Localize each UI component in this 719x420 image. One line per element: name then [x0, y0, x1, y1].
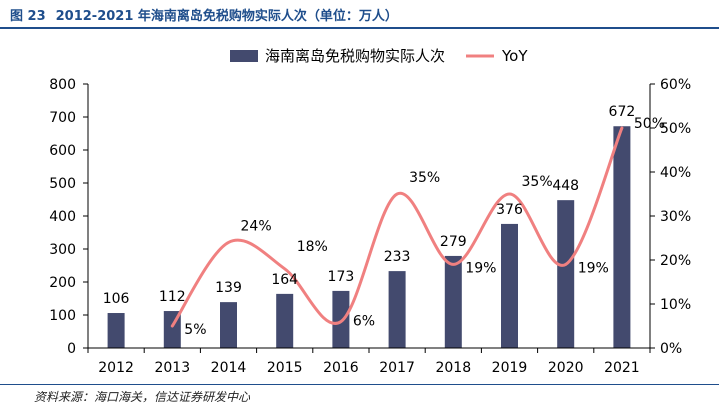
- bar: [107, 313, 125, 348]
- y-left-tick-label: 600: [49, 143, 76, 159]
- legend-label-line: YoY: [501, 47, 528, 65]
- chart: 海南离岛免税购物实际人次 YoY 0 100 200 300 400 500 600 700 80…: [49, 47, 691, 376]
- yoy-line: [170, 126, 624, 328]
- y-left-tick-label: 200: [49, 275, 76, 291]
- yoy-value-label: 6%: [353, 314, 375, 330]
- bar: [332, 290, 350, 348]
- bar-value-label: 376: [496, 202, 523, 218]
- bar-value-label: 106: [103, 291, 130, 307]
- x-tick-label: 2018: [435, 360, 471, 376]
- bar: [613, 126, 631, 349]
- figure-title-text: 2012-2021 年海南离岛免税购物实际人次（单位：万人）: [55, 9, 398, 24]
- source-note: 资料来源：海口海关，信达证券研发中心: [34, 390, 251, 404]
- bar: [557, 200, 575, 348]
- yoy-value-label: 35%: [522, 174, 553, 190]
- bar: [276, 293, 294, 348]
- yoy-value-label: 5%: [184, 322, 206, 338]
- yoy-value-label: 24%: [241, 218, 272, 234]
- y-left-tick-label: 100: [49, 308, 76, 324]
- legend: 海南离岛免税购物实际人次 YoY: [230, 47, 528, 65]
- y-left-tick-label: 400: [49, 209, 76, 225]
- bar-value-label: 672: [609, 104, 636, 120]
- x-tick-label: 2021: [604, 360, 640, 376]
- y-right-tick-label: 60%: [660, 77, 691, 93]
- legend-swatch-bars: [230, 50, 258, 62]
- x-tick-label: 2016: [323, 360, 359, 376]
- bar-value-label: 233: [384, 249, 411, 265]
- yoy-value-label: 35%: [409, 170, 440, 186]
- data-labels: 106 112 139 164 173 233 279 376 448 672 5% 24% 18% 6%…: [103, 104, 665, 338]
- figure-label: 图 23: [10, 9, 46, 24]
- x-tick-label: 2012: [98, 360, 134, 376]
- y-right-tick-label: 40%: [660, 165, 691, 181]
- title-rule: [0, 27, 719, 29]
- source-rule: [0, 384, 719, 385]
- yoy-value-label: 19%: [465, 260, 496, 276]
- x-tick-label: 2019: [492, 360, 528, 376]
- x-tick-label: 2020: [548, 360, 584, 376]
- y-left-tick-label: 500: [49, 176, 76, 192]
- bar-value-label: 139: [215, 280, 242, 296]
- y-left-tick-label: 300: [49, 242, 76, 258]
- bar: [388, 271, 406, 348]
- yoy-value-label: 19%: [578, 260, 609, 276]
- y-right-tick-label: 50%: [660, 121, 691, 137]
- bar-value-label: 173: [328, 269, 355, 285]
- y-left-tick-label: 800: [49, 77, 76, 93]
- bar: [501, 223, 518, 348]
- bar-value-label: 112: [159, 289, 186, 305]
- bar-value-label: 279: [440, 234, 467, 250]
- x-tick-label: 2014: [211, 360, 247, 376]
- y-right-tick-label: 20%: [660, 253, 691, 269]
- bar-value-label: 448: [552, 178, 579, 194]
- bar: [220, 302, 237, 348]
- line-series: [170, 126, 624, 328]
- bar-series: [107, 126, 631, 349]
- figure-title: 图 23 2012-2021 年海南离岛免税购物实际人次（单位：万人）: [10, 5, 398, 24]
- y-right-tick-label: 10%: [660, 297, 691, 313]
- axes: 0 100 200 300 400 500 600 700 800 0% 10% 20% 30% 40% 5…: [49, 77, 691, 376]
- y-right-tick-label: 30%: [660, 209, 691, 225]
- legend-label-bars: 海南离岛免税购物实际人次: [265, 47, 445, 65]
- y-right-tick-label: 0%: [660, 341, 682, 357]
- x-tick-label: 2013: [154, 360, 190, 376]
- bar-value-label: 164: [271, 272, 298, 288]
- bar: [444, 255, 462, 348]
- yoy-value-label: 18%: [297, 239, 328, 255]
- y-left-tick-label: 0: [67, 341, 76, 357]
- x-tick-label: 2015: [267, 360, 303, 376]
- x-tick-label: 2017: [379, 360, 415, 376]
- y-left-tick-label: 700: [49, 110, 76, 126]
- yoy-value-label: 50%: [634, 116, 665, 132]
